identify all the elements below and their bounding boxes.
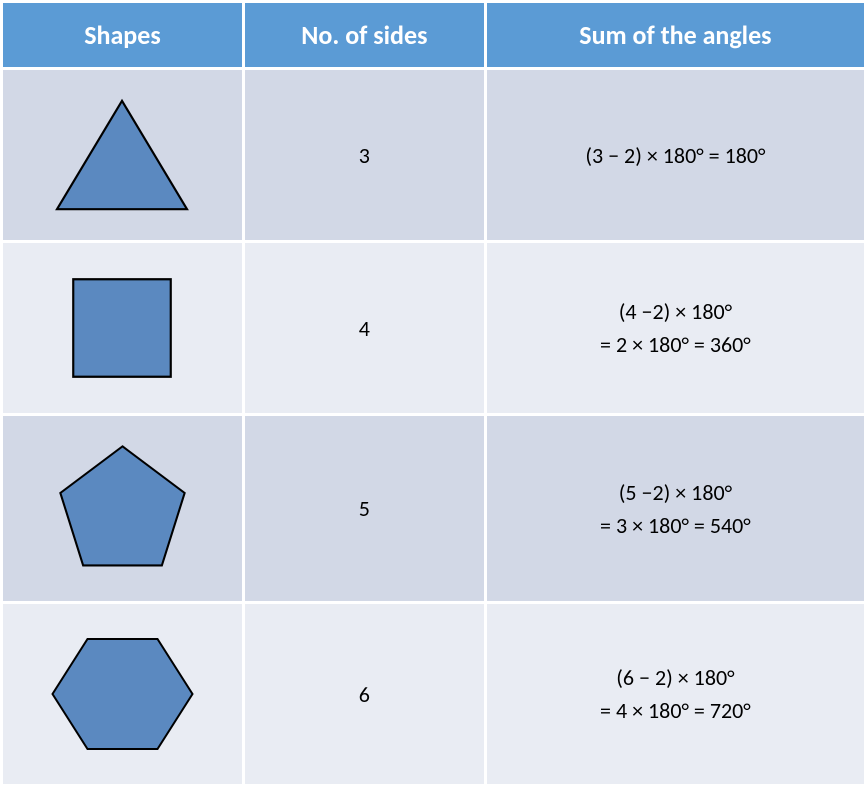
table-row: 5 (5 −2) × 180° = 3 × 180° = 540° xyxy=(2,415,866,603)
shape-cell xyxy=(2,69,244,242)
table-row: 6 (6 − 2) × 180° = 4 × 180° = 720° xyxy=(2,603,866,786)
square-icon xyxy=(57,263,187,393)
formula-line: (4 −2) × 180° xyxy=(495,298,856,325)
header-sides: No. of sides xyxy=(243,2,485,69)
formula-cell: (4 −2) × 180° = 2 × 180° = 360° xyxy=(485,242,865,415)
polygon-angles-table: Shapes No. of sides Sum of the angles 3(… xyxy=(0,0,867,787)
sides-cell: 3 xyxy=(243,69,485,242)
formula-line: = 2 × 180° = 360° xyxy=(495,331,856,358)
shape-cell xyxy=(2,415,244,603)
table-row: 4 (4 −2) × 180° = 2 × 180° = 360° xyxy=(2,242,866,415)
table-row: 3 (3 − 2) × 180° = 180° xyxy=(2,69,866,242)
formula-cell: (6 − 2) × 180° = 4 × 180° = 720° xyxy=(485,603,865,786)
triangle-icon xyxy=(42,90,202,220)
sides-cell: 6 xyxy=(243,603,485,786)
polygon-angles-table-container: Shapes No. of sides Sum of the angles 3(… xyxy=(0,0,867,787)
sides-cell: 5 xyxy=(243,415,485,603)
formula-line: = 3 × 180° = 540° xyxy=(495,512,856,539)
table-header-row: Shapes No. of sides Sum of the angles xyxy=(2,2,866,69)
formula-cell: (3 − 2) × 180° = 180° xyxy=(485,69,865,242)
formula-line: (6 − 2) × 180° xyxy=(495,664,856,691)
header-sum: Sum of the angles xyxy=(485,2,865,69)
formula-line: = 4 × 180° = 720° xyxy=(495,697,856,724)
pentagon-icon xyxy=(50,436,195,581)
shape-cell xyxy=(2,242,244,415)
formula-line: (3 − 2) × 180° = 180° xyxy=(495,142,856,169)
shape-cell xyxy=(2,603,244,786)
formula-cell: (5 −2) × 180° = 3 × 180° = 540° xyxy=(485,415,865,603)
header-shapes: Shapes xyxy=(2,2,244,69)
table-body: 3 (3 − 2) × 180° = 180° 4 (4 −2) × 180° = 2 … xyxy=(2,69,866,786)
hexagon-icon xyxy=(40,624,205,764)
sides-cell: 4 xyxy=(243,242,485,415)
formula-line: (5 −2) × 180° xyxy=(495,479,856,506)
